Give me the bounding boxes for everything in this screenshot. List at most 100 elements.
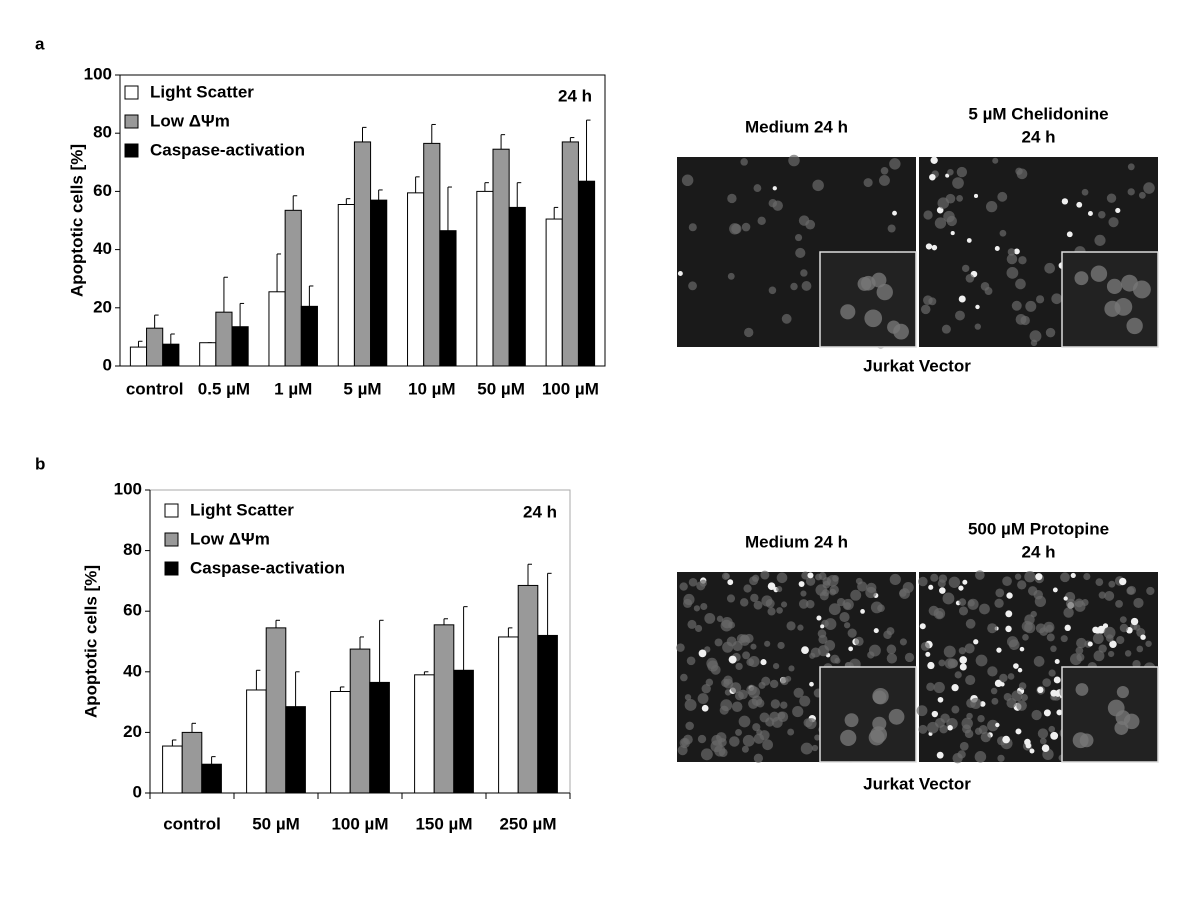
cell: [1041, 744, 1050, 753]
cell: [947, 168, 954, 176]
cell: [822, 577, 832, 586]
bar: [129, 346, 148, 367]
bar: [265, 627, 287, 794]
bar: [476, 190, 494, 367]
bar: [407, 192, 425, 367]
cell: [1048, 725, 1056, 733]
x-tick-label: 1 µM: [274, 379, 312, 398]
cell: [934, 217, 947, 229]
bar: [231, 326, 249, 367]
cell: [967, 598, 979, 610]
cell: [767, 607, 776, 616]
cell: [1094, 234, 1106, 246]
cell: [744, 327, 754, 338]
bar: [300, 305, 318, 367]
inset-cell: [864, 309, 883, 328]
cell: [1115, 600, 1123, 608]
bar: [201, 763, 222, 794]
cell: [1018, 256, 1027, 265]
cell: [776, 572, 788, 584]
cell: [959, 663, 967, 671]
cell: [1115, 207, 1121, 214]
cell: [741, 222, 751, 232]
cell: [886, 653, 898, 664]
cell: [748, 656, 760, 668]
inset-cell: [1107, 699, 1125, 717]
cell: [964, 643, 975, 654]
inset-cell: [887, 320, 901, 334]
cell: [753, 600, 763, 610]
cell: [1048, 669, 1056, 677]
cell: [836, 597, 846, 607]
cell: [1108, 580, 1116, 588]
legend-swatch: [164, 532, 179, 547]
cell: [873, 628, 879, 634]
cell: [1053, 676, 1061, 684]
cell: [723, 573, 730, 580]
cell: [1065, 598, 1076, 609]
cell: [1006, 266, 1019, 279]
cell: [920, 304, 931, 315]
cell: [958, 295, 966, 303]
cell: [1127, 163, 1135, 171]
bar: [537, 634, 558, 794]
cell: [681, 174, 694, 187]
cell: [701, 704, 709, 712]
cell: [937, 696, 944, 703]
cell: [996, 647, 1002, 653]
cell: [698, 649, 707, 658]
bar: [577, 180, 596, 367]
cell: [1070, 653, 1082, 666]
cell: [879, 174, 890, 186]
cell: [974, 323, 981, 330]
bar: [162, 343, 180, 367]
image-caption: 24 h: [1021, 542, 1055, 561]
legend-label: Light Scatter: [150, 82, 254, 101]
cell: [1007, 673, 1015, 680]
cell: [916, 705, 928, 717]
y-tick-label: 0: [103, 355, 112, 374]
image-caption: 24 h: [1021, 127, 1055, 146]
cell: [814, 734, 821, 741]
cell: [760, 570, 770, 580]
cell: [1074, 598, 1084, 608]
cell: [1061, 198, 1069, 205]
cell: [1007, 248, 1016, 256]
cell: [931, 710, 939, 718]
cell: [1015, 314, 1027, 325]
cell: [1015, 728, 1022, 735]
cell: [919, 623, 926, 630]
cell: [1011, 300, 1022, 311]
cell: [740, 598, 749, 607]
bar: [349, 648, 371, 794]
cell: [720, 619, 733, 632]
y-tick-label: 100: [114, 479, 142, 498]
y-tick-label: 20: [93, 297, 112, 316]
y-tick-label: 40: [93, 239, 112, 258]
cell: [939, 724, 948, 734]
cell: [700, 602, 708, 611]
cell: [781, 313, 792, 324]
cell: [805, 576, 816, 586]
x-tick-label: control: [126, 379, 184, 398]
cell: [991, 697, 999, 705]
cell: [886, 644, 897, 655]
cell: [706, 657, 718, 669]
inset-cell: [1079, 733, 1094, 748]
cell: [1017, 667, 1023, 673]
cell: [741, 745, 749, 753]
cell: [1108, 650, 1115, 658]
cell: [753, 184, 762, 192]
cell: [1045, 624, 1054, 632]
cell: [829, 588, 837, 596]
cell: [809, 681, 814, 687]
cell: [752, 723, 761, 732]
cell: [750, 593, 759, 603]
bar: [492, 148, 510, 367]
cell: [887, 224, 896, 233]
cell: [768, 286, 777, 295]
cell: [966, 238, 972, 243]
cell: [1097, 625, 1106, 634]
cell: [677, 745, 688, 756]
cell: [1076, 637, 1087, 649]
